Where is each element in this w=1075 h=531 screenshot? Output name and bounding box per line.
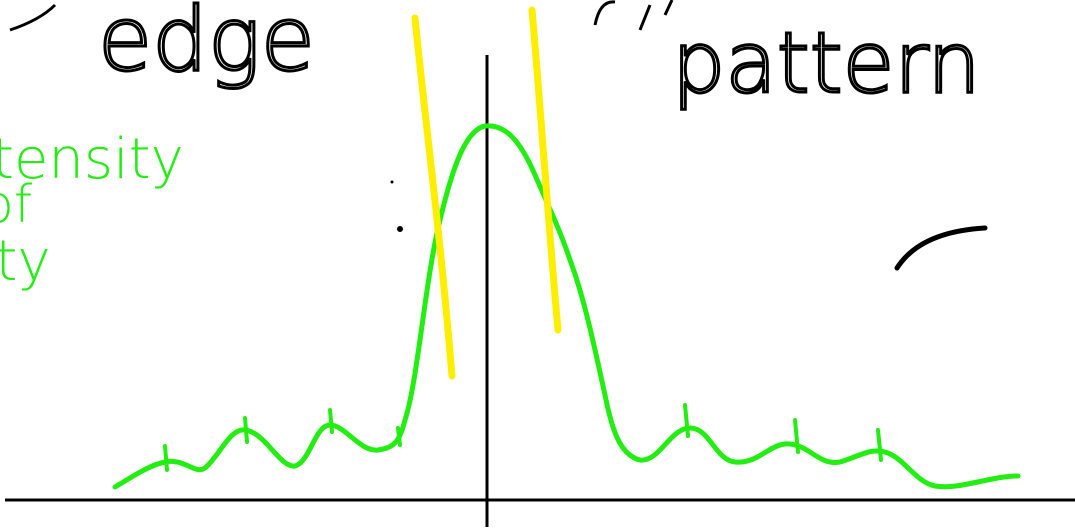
tick (328, 408, 334, 434)
dot (390, 180, 394, 184)
tick (243, 416, 249, 444)
tick (163, 444, 169, 472)
stroke (894, 225, 988, 271)
dot (397, 226, 403, 232)
scribble (593, 0, 674, 31)
axis-label-line: tensity (0, 127, 184, 192)
yellow-marker (528, 6, 562, 334)
tick (683, 403, 690, 438)
axis-label-line: ity (0, 229, 51, 294)
tick (396, 426, 402, 447)
axis-label-line: of (0, 175, 33, 235)
edge-label: edge (98, 0, 315, 91)
scribble (9, 3, 57, 32)
tick (876, 428, 883, 462)
fringe-ticks (163, 403, 883, 472)
intensity-curve (112, 123, 1021, 490)
pattern-label: pattern (672, 14, 981, 112)
tick (793, 418, 800, 454)
yellow-marker (411, 14, 456, 380)
